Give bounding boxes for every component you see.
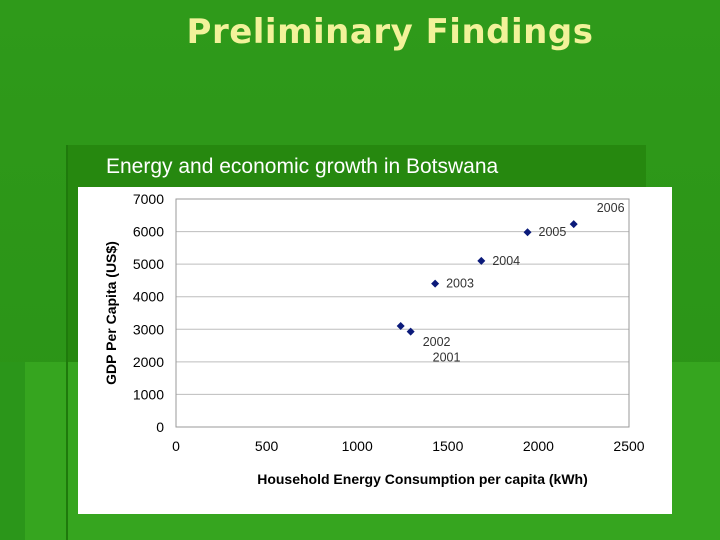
slide-title: Preliminary Findings — [186, 12, 594, 52]
data-point — [569, 220, 578, 229]
data-label: 2001 — [433, 351, 461, 365]
data-label: 2005 — [539, 225, 567, 239]
chart-svg: 0 1000 2000 3000 4000 5000 6000 7000 0 500 1000 150… — [103, 191, 645, 487]
x-tick-label: 1500 — [432, 438, 463, 454]
y-axis-label: GDP Per Capita (US$) — [103, 241, 119, 385]
y-tick-label: 3000 — [133, 321, 164, 337]
data-point — [396, 322, 405, 331]
decorative-panel-left — [0, 362, 25, 540]
scatter-chart: 0 1000 2000 3000 4000 5000 6000 7000 0 500 1000 150… — [78, 187, 672, 514]
y-tick-label: 1000 — [133, 386, 164, 402]
y-tick-label: 5000 — [133, 256, 164, 272]
data-label: 2002 — [423, 335, 451, 349]
y-tick-label: 0 — [156, 419, 164, 435]
y-tick-label: 7000 — [133, 191, 164, 207]
data-label: 2006 — [597, 201, 625, 215]
data-label: 2003 — [446, 277, 474, 291]
data-point — [477, 256, 486, 265]
y-tick-label: 2000 — [133, 354, 164, 370]
y-tick-label: 6000 — [133, 224, 164, 240]
data-point — [523, 228, 532, 237]
data-point — [431, 279, 440, 288]
data-point — [406, 327, 415, 336]
bullet-text: Energy and economic growth in Botswana — [106, 155, 499, 178]
y-tick-label: 4000 — [133, 289, 164, 305]
x-tick-label: 0 — [172, 438, 180, 454]
plot-area — [175, 198, 630, 428]
x-tick-label: 500 — [255, 438, 279, 454]
decorative-divider — [66, 145, 68, 540]
x-tick-label: 1000 — [342, 438, 373, 454]
x-axis-label: Household Energy Consumption per capita … — [257, 471, 588, 487]
x-tick-label: 2500 — [613, 438, 644, 454]
x-tick-label: 2000 — [523, 438, 554, 454]
data-label: 2004 — [492, 254, 520, 268]
